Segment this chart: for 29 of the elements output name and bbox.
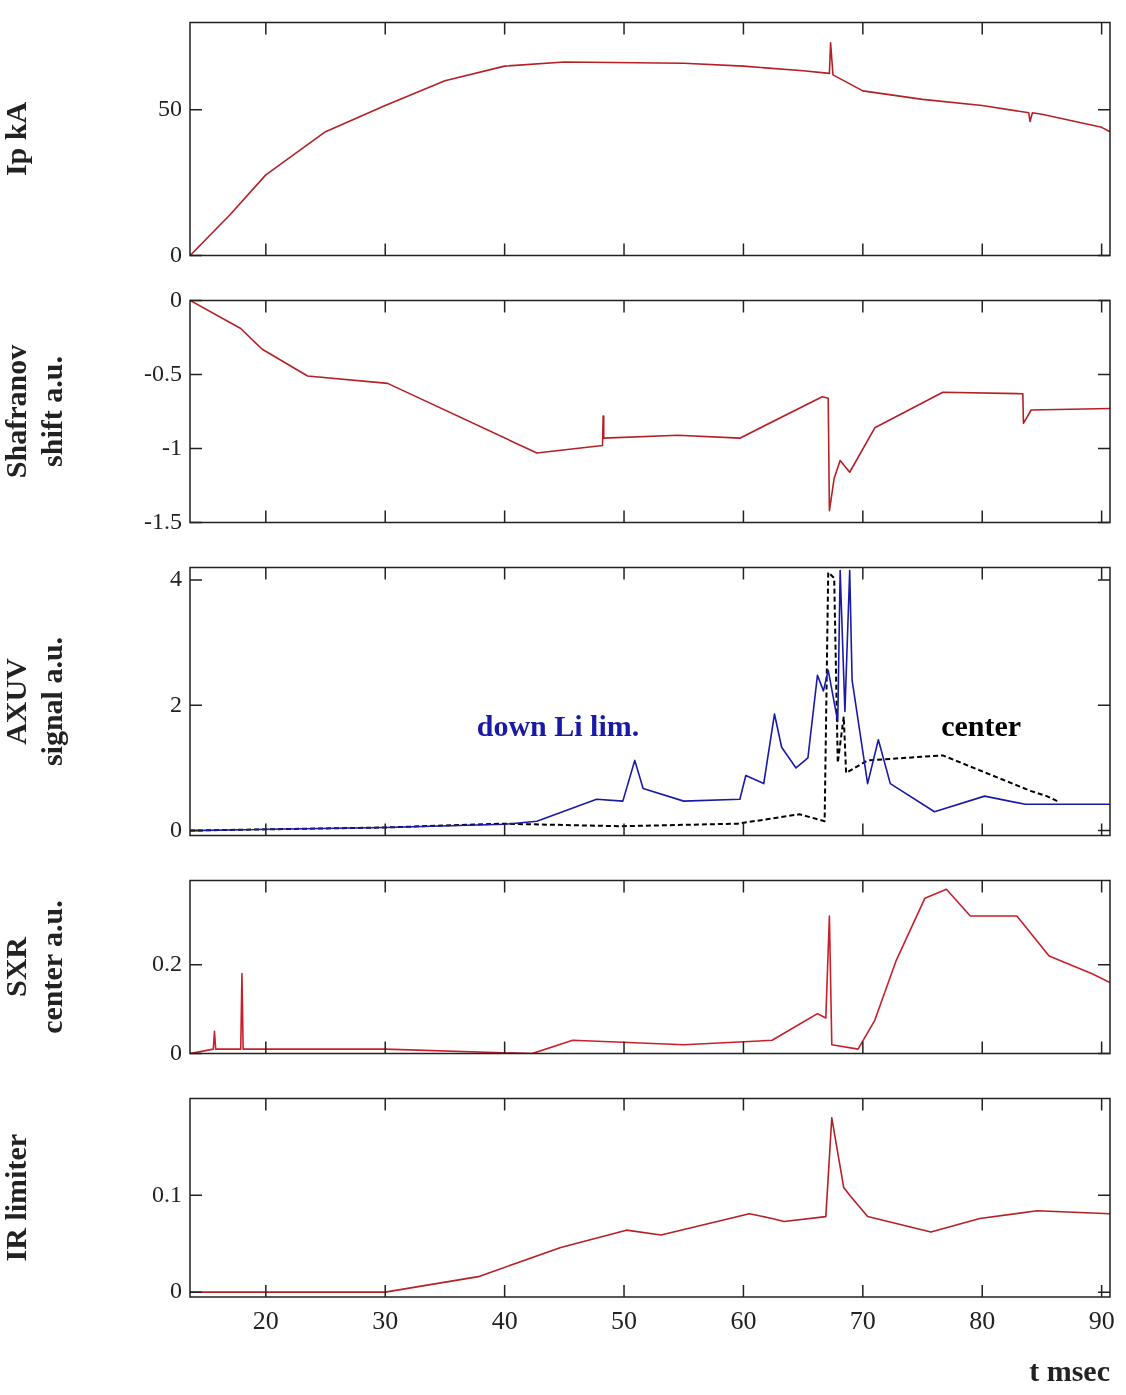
x-axis-title: t msec bbox=[1029, 1353, 1110, 1387]
y-tick-label: 0 bbox=[170, 1277, 182, 1304]
y-axis-title: AXUV signal a.u. bbox=[0, 636, 68, 767]
y-tick-label: 0.1 bbox=[152, 1180, 182, 1207]
y-tick-label: 0 bbox=[170, 1038, 182, 1065]
series-label: down Li lim. bbox=[476, 709, 640, 743]
y-tick-label: 0 bbox=[170, 285, 182, 312]
y-tick-label: -1.5 bbox=[144, 507, 182, 534]
x-tick-label: 20 bbox=[252, 1306, 279, 1336]
x-tick-label: 90 bbox=[1088, 1306, 1115, 1336]
x-tick-label: 80 bbox=[969, 1306, 996, 1336]
y-tick-label: 0 bbox=[170, 815, 182, 842]
y-tick-label: 0.2 bbox=[152, 950, 182, 977]
series-label: center bbox=[941, 709, 1022, 743]
y-axis-title: SXR center a.u. bbox=[0, 900, 68, 1034]
x-tick-label: 30 bbox=[372, 1306, 399, 1336]
y-tick-label: 4 bbox=[170, 565, 182, 592]
y-axis-title: Shafranov shift a.u. bbox=[0, 344, 68, 479]
y-tick-label: 2 bbox=[170, 690, 182, 717]
y-axis-title: IR limiter bbox=[0, 1133, 32, 1262]
x-tick-label: 70 bbox=[849, 1306, 876, 1336]
x-tick-label: 50 bbox=[611, 1306, 638, 1336]
y-tick-label: -0.5 bbox=[144, 359, 182, 386]
y-tick-label: 50 bbox=[158, 95, 182, 122]
y-tick-label: 0 bbox=[170, 240, 182, 267]
x-tick-label: 40 bbox=[491, 1306, 518, 1336]
y-axis-title: Ip kA bbox=[0, 101, 32, 177]
x-tick-label: 60 bbox=[730, 1306, 757, 1336]
y-tick-label: -1 bbox=[162, 433, 182, 460]
